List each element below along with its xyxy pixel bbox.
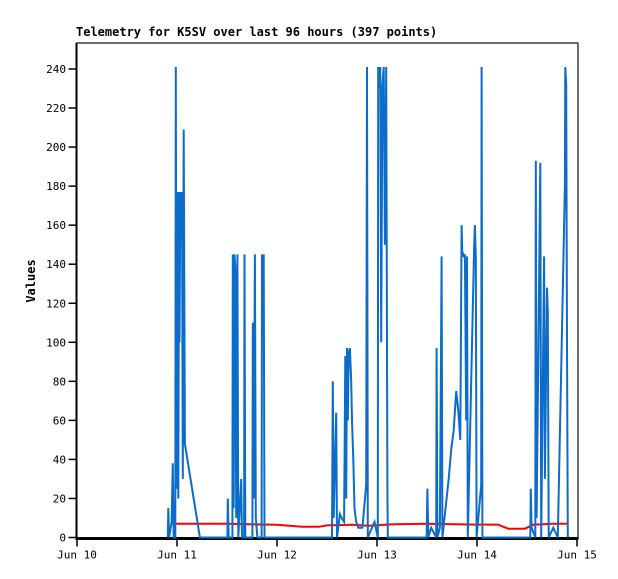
y-tick-label: 0 xyxy=(59,532,66,545)
x-tick-label: Jun 13 xyxy=(357,549,397,562)
y-tick-label: 100 xyxy=(46,336,66,349)
trend-line-series xyxy=(172,522,568,530)
y-tick-label: 160 xyxy=(46,219,66,232)
y-tick-label: 80 xyxy=(53,375,66,388)
y-tick-label: 20 xyxy=(53,492,66,505)
x-tick-label: Jun 12 xyxy=(257,549,297,562)
x-tick-label: Jun 14 xyxy=(457,549,497,562)
telemetry-values-series xyxy=(166,66,569,539)
y-tick-label: 180 xyxy=(46,180,66,193)
y-tick-label: 200 xyxy=(46,141,66,154)
y-tick-label: 40 xyxy=(53,453,66,466)
y-tick-label: 240 xyxy=(46,63,66,76)
x-tick-label: Jun 15 xyxy=(557,549,597,562)
y-tick-label: 60 xyxy=(53,414,66,427)
x-tick-label: Jun 10 xyxy=(57,549,97,562)
x-tick-label: Jun 11 xyxy=(157,549,197,562)
y-tick-label: 140 xyxy=(46,258,66,271)
y-tick-label: 220 xyxy=(46,102,66,115)
chart-title: Telemetry for K5SV over last 96 hours (3… xyxy=(76,25,438,39)
y-tick-label: 120 xyxy=(46,297,66,310)
